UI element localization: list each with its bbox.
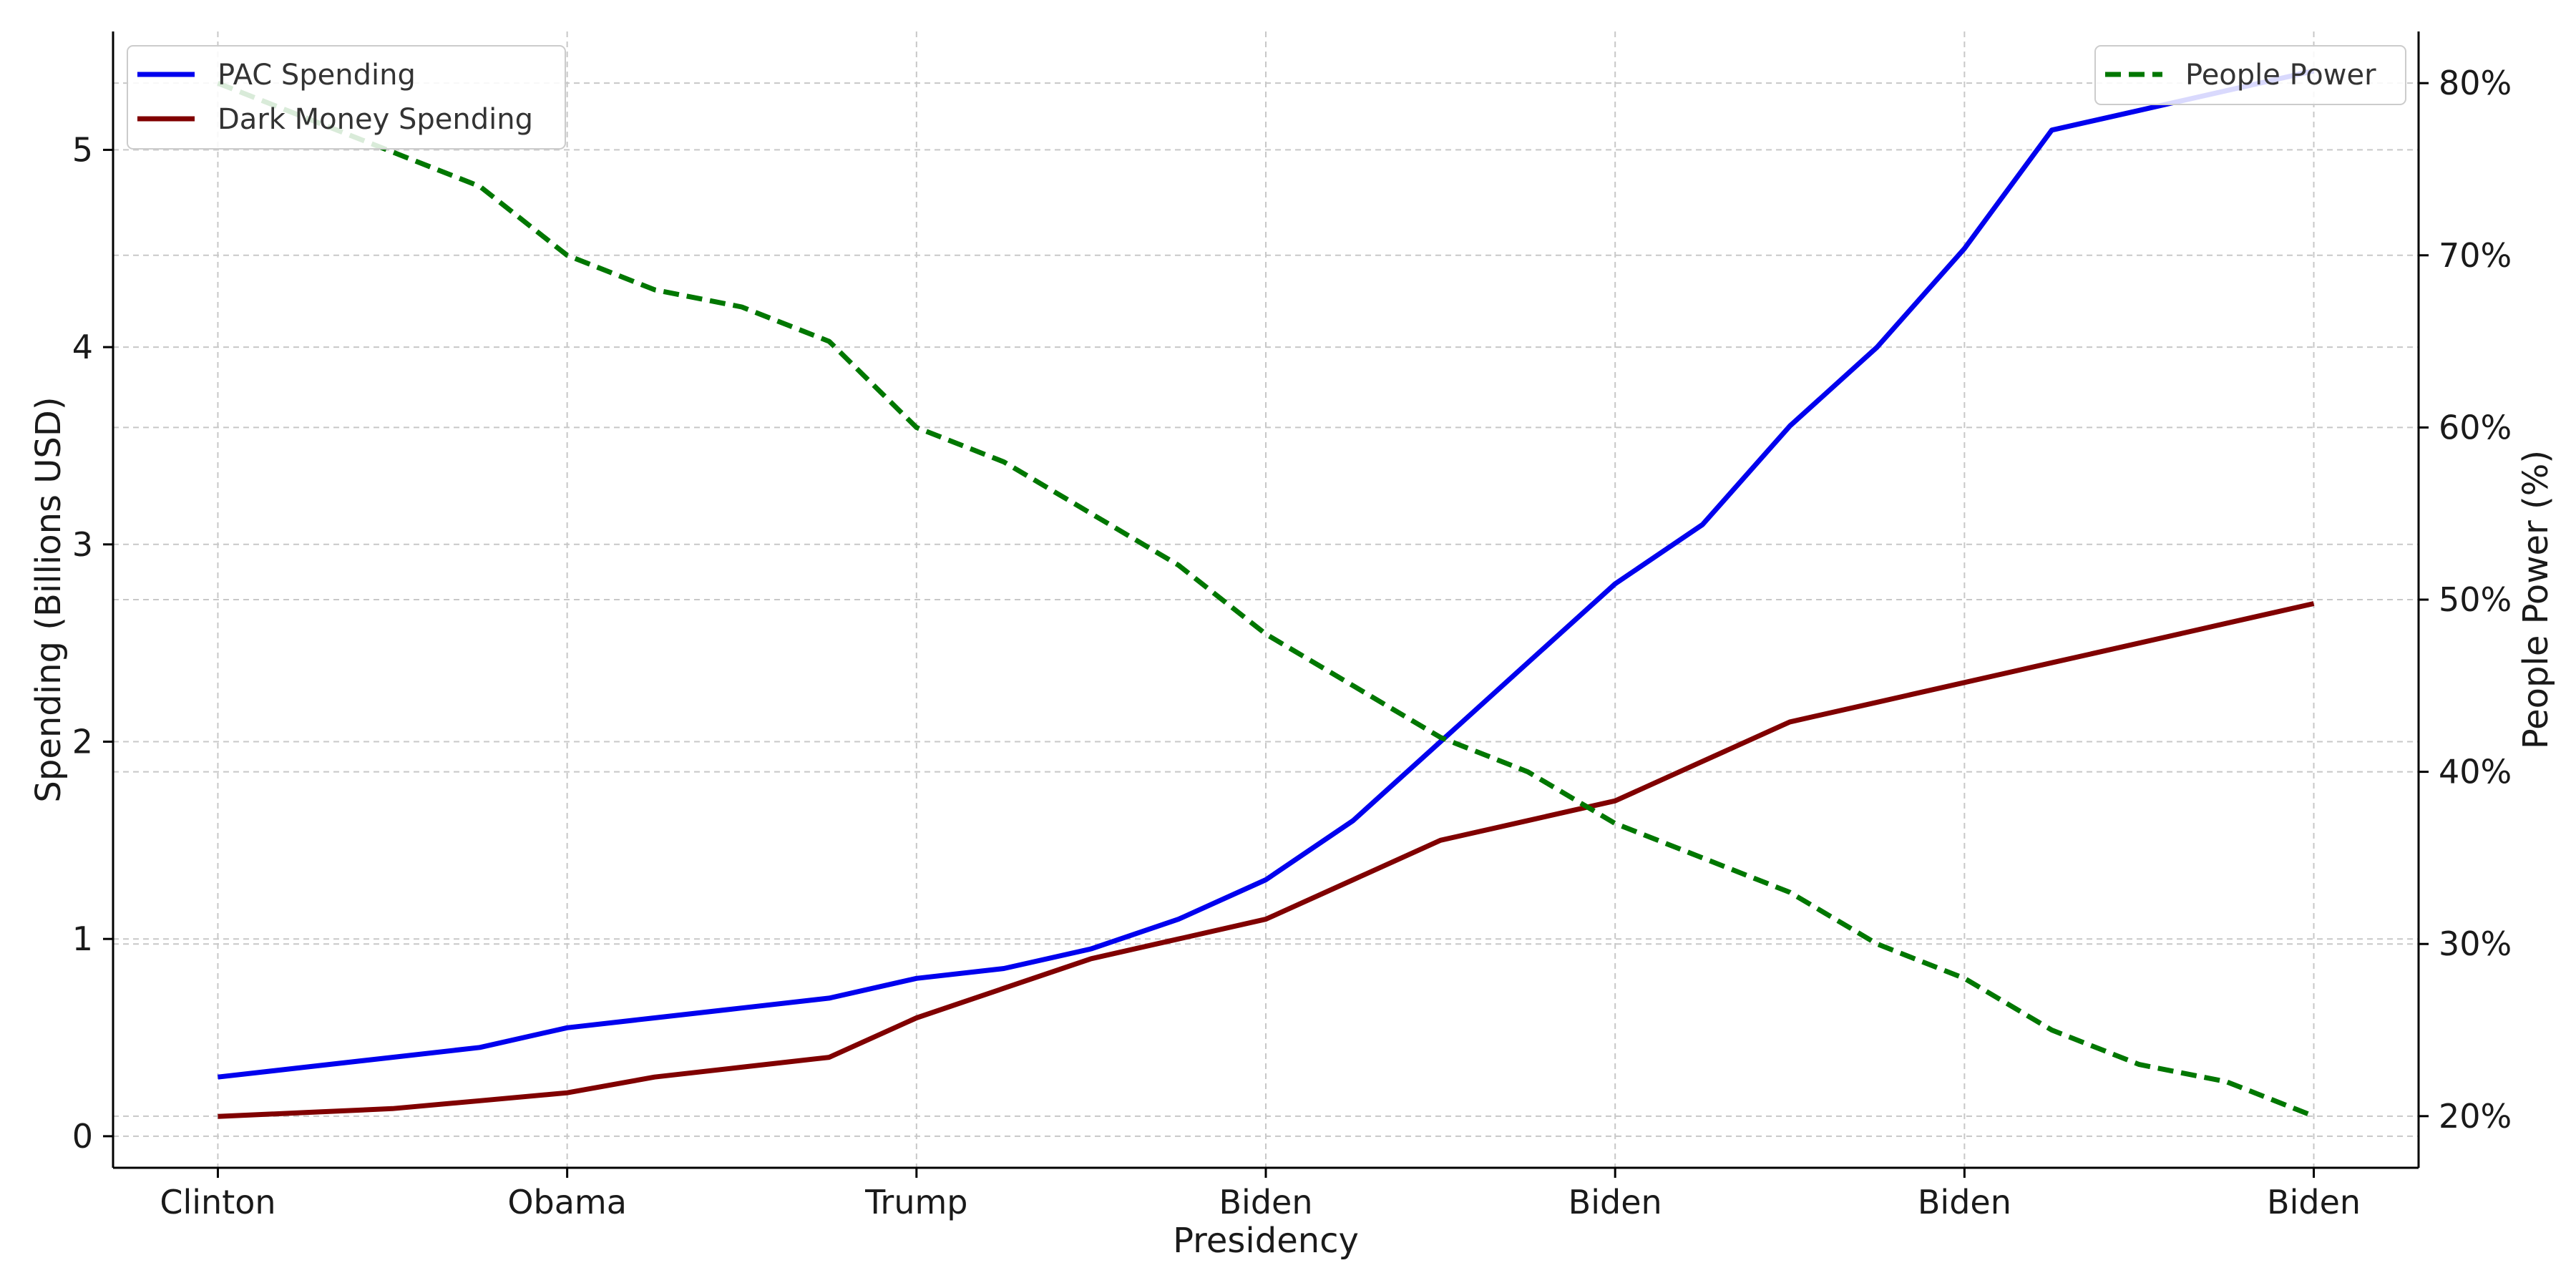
y-tick-label: 4 xyxy=(72,328,93,366)
y-tick-label: 1 xyxy=(72,919,93,958)
axes xyxy=(103,31,2429,1178)
x-tick-label: Obama xyxy=(507,1183,627,1221)
legend-label: People Power xyxy=(2185,59,2376,92)
y2-tick-label: 50% xyxy=(2439,580,2512,619)
legend-label: PAC Spending xyxy=(218,59,416,92)
legend-label: Dark Money Spending xyxy=(218,103,533,136)
y2-tick-label: 70% xyxy=(2439,236,2512,275)
y2-axis-label: People Power (%) xyxy=(2516,450,2556,749)
x-tick-label: Biden xyxy=(1918,1183,2011,1221)
x-tick-label: Clinton xyxy=(160,1183,275,1221)
pac-spending-line xyxy=(218,68,2315,1080)
legend-right: People Power xyxy=(2094,45,2406,105)
y2-tick-label: 20% xyxy=(2439,1097,2512,1136)
y-tick-label: 0 xyxy=(72,1117,93,1156)
y2-tick-label: 30% xyxy=(2439,924,2512,963)
series-lines xyxy=(217,68,2315,1119)
y-tick-label: 2 xyxy=(72,723,93,761)
dark-money-spending-line xyxy=(218,601,2315,1119)
y2-tick-label: 40% xyxy=(2439,753,2512,791)
y-axis-label: Spending (Billions USD) xyxy=(29,396,69,802)
x-tick-label: Biden xyxy=(2267,1183,2361,1221)
legend-box xyxy=(127,45,566,150)
y-tick-label: 5 xyxy=(72,130,93,169)
gridlines xyxy=(113,31,2419,1168)
people-power-line xyxy=(217,80,2315,1119)
x-tick-label: Trump xyxy=(864,1183,967,1221)
y2-tick-label: 80% xyxy=(2439,64,2512,102)
x-axis-label: Presidency xyxy=(1173,1221,1359,1261)
x-tick-label: Biden xyxy=(1219,1183,1313,1221)
legend-box xyxy=(2094,45,2406,105)
legend-left: PAC Spending Dark Money Spending xyxy=(127,45,566,150)
y2-tick-label: 60% xyxy=(2439,408,2512,447)
x-tick-label: Biden xyxy=(1568,1183,1662,1221)
tick-labels: Clinton Obama Trump Biden Biden Biden Biden 0 1 2… xyxy=(72,64,2512,1221)
y-tick-label: 3 xyxy=(72,525,93,564)
